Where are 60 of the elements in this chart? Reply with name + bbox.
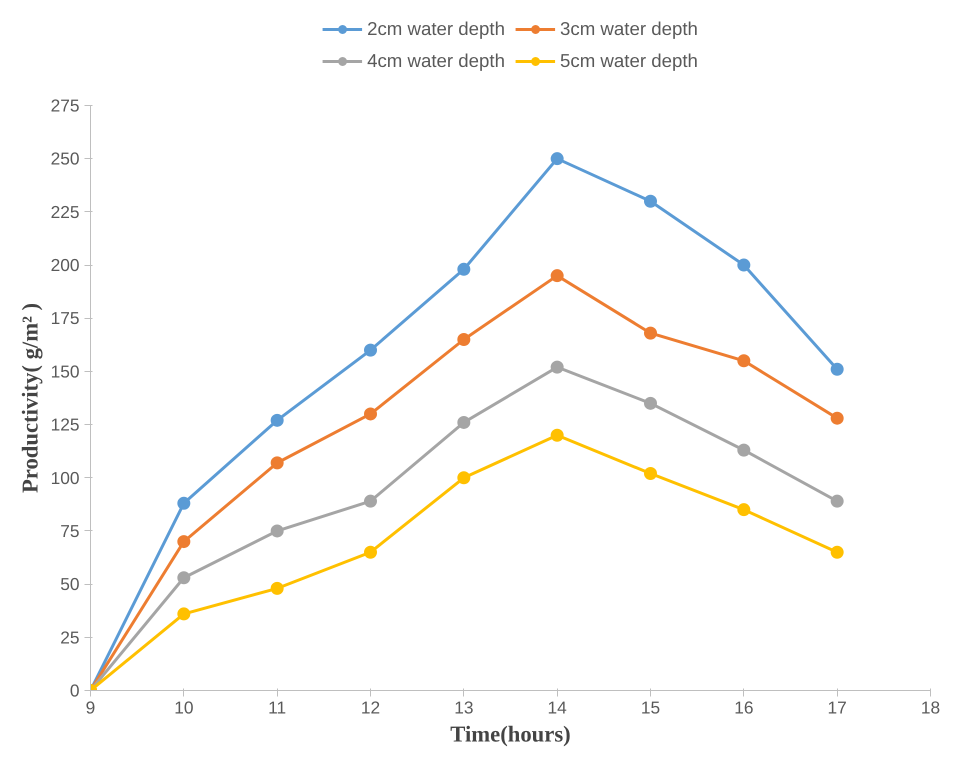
- point: [830, 412, 844, 425]
- x-tick-label: 10: [174, 698, 194, 718]
- point: [550, 360, 564, 374]
- point: [644, 194, 657, 208]
- point: [270, 524, 284, 538]
- legend-label: 2cm water depth: [367, 18, 505, 40]
- point: [177, 571, 190, 584]
- x-tick-label: 17: [828, 698, 847, 718]
- x-tick-label: 12: [360, 698, 380, 718]
- x-tick-label: 13: [454, 698, 474, 718]
- point: [457, 333, 470, 346]
- point: [737, 503, 750, 516]
- point: [644, 467, 657, 480]
- point: [737, 444, 750, 457]
- point: [644, 326, 657, 340]
- y-tick-label: 25: [60, 627, 80, 648]
- legend-label: 3cm water depth: [560, 18, 698, 40]
- x-tick-label: 18: [920, 698, 940, 718]
- x-tick-label: 16: [734, 698, 754, 718]
- point: [364, 344, 377, 357]
- point: [364, 407, 377, 420]
- point: [644, 396, 657, 410]
- point: [457, 416, 470, 429]
- point: [830, 494, 844, 508]
- point: [457, 262, 470, 276]
- x-tick-label: 9: [86, 698, 96, 718]
- legend-label: 4cm water depth: [367, 50, 505, 72]
- x-tick-label: 14: [548, 698, 568, 718]
- point: [737, 354, 750, 368]
- point: [830, 362, 844, 376]
- y-axis-title: Productivity( g/m² ): [18, 302, 43, 494]
- x-axis-title: Time(hours): [450, 722, 571, 746]
- point: [270, 414, 284, 427]
- y-tick-label: 175: [50, 308, 80, 328]
- y-tick-label: 200: [50, 255, 80, 276]
- point: [457, 471, 470, 484]
- point: [550, 428, 564, 442]
- point: [550, 152, 564, 166]
- point: [550, 269, 564, 282]
- y-tick-label: 250: [50, 148, 80, 169]
- point: [364, 494, 377, 508]
- y-tick-label: 50: [60, 574, 80, 594]
- point: [737, 258, 750, 272]
- legend-label: 5cm water depth: [560, 50, 698, 72]
- point: [830, 546, 844, 559]
- y-tick-label: 150: [50, 361, 80, 382]
- y-tick-label: 0: [70, 680, 80, 700]
- point: [177, 607, 190, 620]
- x-tick-label: 15: [640, 698, 660, 718]
- point: [364, 546, 377, 559]
- point: [177, 496, 190, 510]
- point: [270, 582, 284, 595]
- y-tick-label: 100: [50, 468, 80, 488]
- y-tick-label: 275: [50, 96, 80, 116]
- y-tick-label: 225: [50, 202, 80, 222]
- y-tick-label: 75: [60, 520, 80, 541]
- x-tick-label: 11: [268, 698, 286, 718]
- y-tick-label: 125: [50, 414, 80, 435]
- point: [270, 456, 284, 470]
- point: [177, 535, 190, 548]
